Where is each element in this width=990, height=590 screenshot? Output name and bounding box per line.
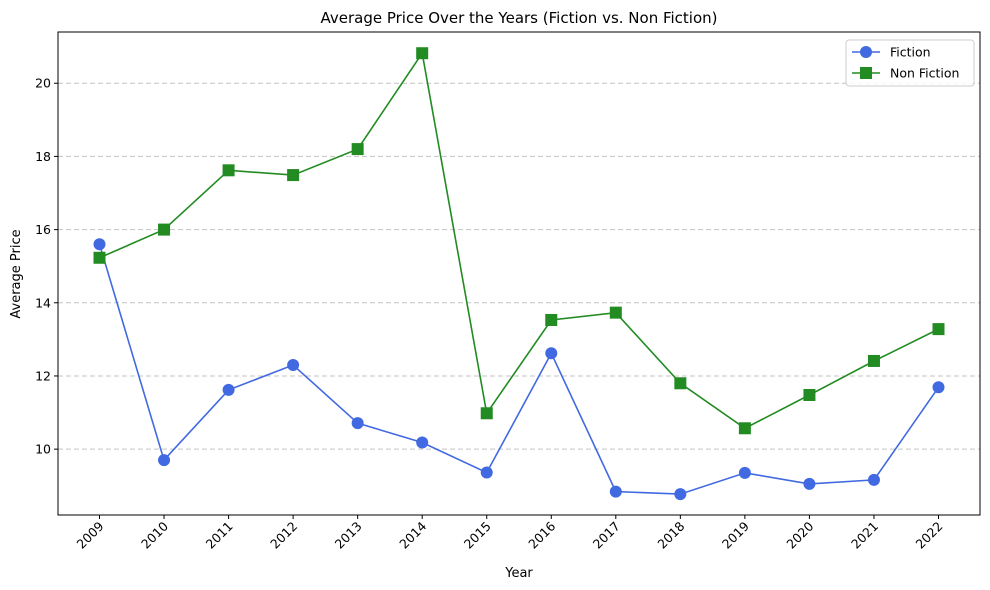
data-point-fiction [545,347,558,360]
plot-frame [57,31,981,516]
x-tick-label: 2014 [396,518,429,551]
series-line-fiction [98,243,940,495]
data-point-non-fiction [480,407,493,420]
y-tick-label: 20 [35,76,51,91]
legend-label-non-fiction: Non Fiction [890,66,959,81]
data-point-fiction [287,358,300,371]
x-tick-label: 2010 [138,518,171,551]
x-tick-label: 2020 [783,518,816,551]
x-tick-label: 2018 [654,518,687,551]
data-point-non-fiction [738,422,751,435]
x-tick-label: 2012 [267,519,300,552]
data-point-non-fiction [287,169,300,182]
data-point-fiction [222,383,235,396]
data-point-fiction [416,436,429,449]
data-point-non-fiction [416,47,429,60]
x-tick-label: 2015 [461,519,494,552]
data-point-non-fiction [803,388,816,401]
y-tick-label: 18 [35,149,51,164]
legend-label-fiction: Fiction [890,45,931,60]
data-point-fiction [674,488,687,501]
y-tick-label: 12 [35,368,51,383]
x-tick-label: 2011 [203,519,236,552]
x-tick-label: 2013 [332,519,365,552]
legend: Fiction Non Fiction [845,39,975,87]
data-point-non-fiction [867,354,880,367]
data-point-non-fiction [932,323,945,336]
data-point-non-fiction [351,143,364,156]
data-point-fiction [609,485,622,498]
data-point-non-fiction [545,313,558,326]
data-point-non-fiction [158,223,171,236]
y-axis-label: Average Price [9,229,24,318]
x-axis-label: Year [504,566,533,581]
legend-marker-fiction [860,46,872,58]
x-tick-label: 2019 [719,518,752,551]
y-tick-label: 16 [35,222,51,237]
data-point-fiction [158,454,171,467]
data-point-fiction [93,238,106,251]
data-point-non-fiction [93,251,106,264]
y-tick-label: 14 [35,295,51,310]
data-point-non-fiction [609,306,622,319]
gridlines [58,82,980,450]
x-tick-label: 2009 [74,518,107,551]
data-point-fiction [351,417,364,430]
series-line-non-fiction [99,51,939,430]
series-group [93,47,945,501]
data-point-fiction [867,473,880,486]
x-tick-label: 2016 [525,518,558,551]
x-tick-label: 2022 [913,519,946,552]
data-point-fiction [738,466,751,479]
legend-marker-non-fiction [860,67,872,79]
x-tick-label: 2017 [590,519,623,552]
data-point-non-fiction [674,377,687,390]
data-point-fiction [803,477,816,490]
data-point-fiction [932,381,945,394]
data-point-non-fiction [222,164,235,177]
y-tick-label: 10 [35,442,51,457]
data-point-fiction [480,466,493,479]
chart-title: Average Price Over the Years (Fiction vs… [320,9,717,27]
x-tick-label: 2021 [848,519,881,552]
